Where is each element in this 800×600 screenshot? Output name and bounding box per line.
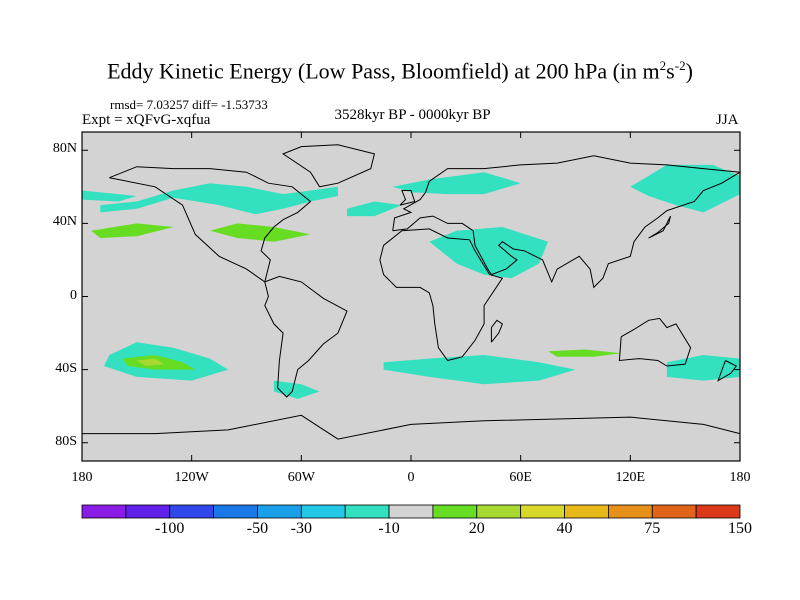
- coastline: [379, 228, 504, 362]
- colorbar-label: -30: [290, 520, 312, 537]
- colorbar-swatch: [432, 504, 478, 519]
- lat-label: 0: [70, 287, 77, 303]
- colorbar-swatch: [564, 504, 609, 519]
- region-s-atlantic-neg: [383, 355, 576, 385]
- colorbar-swatch: [608, 504, 653, 519]
- region-s-pacific-core: [136, 358, 165, 366]
- coastline: [717, 360, 738, 382]
- region-arabia-neg: [429, 227, 549, 279]
- coastline: [648, 215, 671, 239]
- colorbar-label: -50: [246, 520, 269, 537]
- coastline: [618, 317, 692, 367]
- region-n-atlantic-neg: [100, 183, 338, 215]
- colorbar-swatch: [476, 504, 522, 519]
- region-n-pacific-neg: [82, 190, 137, 202]
- region-pacific-pos: [91, 223, 174, 238]
- lon-label: 180: [729, 470, 751, 485]
- colorbar-label: 75: [644, 520, 661, 537]
- experiment-label: Expt = xQFvG-xqfua: [82, 112, 211, 128]
- colorbar-label: 40: [556, 520, 573, 537]
- coastline: [82, 414, 741, 440]
- region-asia-neg: [630, 164, 740, 213]
- period-label: 3528kyr BP - 0000kyr BP: [334, 107, 491, 123]
- lon-label: 120W: [174, 470, 209, 485]
- coastline: [109, 166, 312, 283]
- region-s-indian-pos: [548, 349, 622, 357]
- lon-label: 180: [71, 470, 93, 485]
- coastline: [282, 144, 376, 188]
- region-usa-pos: [209, 223, 311, 242]
- colorbar-label: 20: [468, 520, 485, 537]
- colorbar-swatch: [344, 504, 390, 519]
- region-australia-neg: [666, 355, 740, 381]
- lon-label: 60W: [287, 470, 315, 485]
- chart-title: Eddy Kinetic Energy (Low Pass, Bloomfiel…: [107, 58, 693, 84]
- colorbar-swatch: [125, 504, 171, 519]
- colorbar-swatch: [695, 504, 741, 519]
- colorbar-swatch: [300, 504, 346, 519]
- coastline: [392, 155, 742, 289]
- region-mediterranean-neg: [347, 201, 402, 217]
- colorbar-swatch: [169, 504, 215, 519]
- lon-label: 120E: [615, 470, 646, 485]
- lat-label: 80N: [52, 141, 77, 157]
- coastline: [490, 319, 504, 343]
- colorbar-swatch: [388, 504, 434, 519]
- colorbar-swatch: [520, 504, 565, 519]
- lat-label: 80S: [55, 433, 77, 449]
- colorbar-swatch: [651, 504, 697, 519]
- colorbar-swatch: [257, 504, 302, 519]
- colorbar-label: -10: [378, 520, 400, 537]
- region-s-america-neg: [273, 380, 320, 399]
- stats-text: rmsd= 7.03257 diff= -1.53733: [110, 97, 268, 112]
- colorbar-label: -100: [155, 520, 185, 537]
- season-label: JJA: [716, 112, 739, 128]
- coastline: [399, 190, 416, 206]
- coastline: [264, 275, 348, 398]
- lon-label: 0: [407, 470, 415, 485]
- colorbar-label: 150: [728, 520, 752, 537]
- lat-label: 40N: [52, 214, 77, 230]
- lat-label: 40S: [55, 360, 77, 376]
- colorbar-swatch: [213, 504, 258, 519]
- lon-label: 60E: [509, 470, 532, 485]
- region-n-europe-neg: [392, 172, 521, 195]
- colorbar-swatch: [81, 504, 127, 519]
